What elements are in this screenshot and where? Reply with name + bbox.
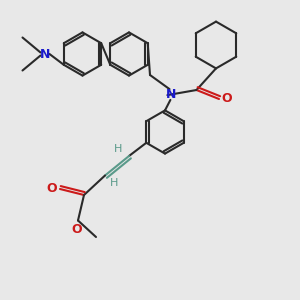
Text: N: N: [166, 88, 176, 101]
Text: H: H: [110, 178, 118, 188]
Text: H: H: [114, 144, 122, 154]
Text: O: O: [46, 182, 57, 195]
Text: O: O: [71, 223, 82, 236]
Text: N: N: [40, 47, 50, 61]
Text: O: O: [221, 92, 232, 106]
